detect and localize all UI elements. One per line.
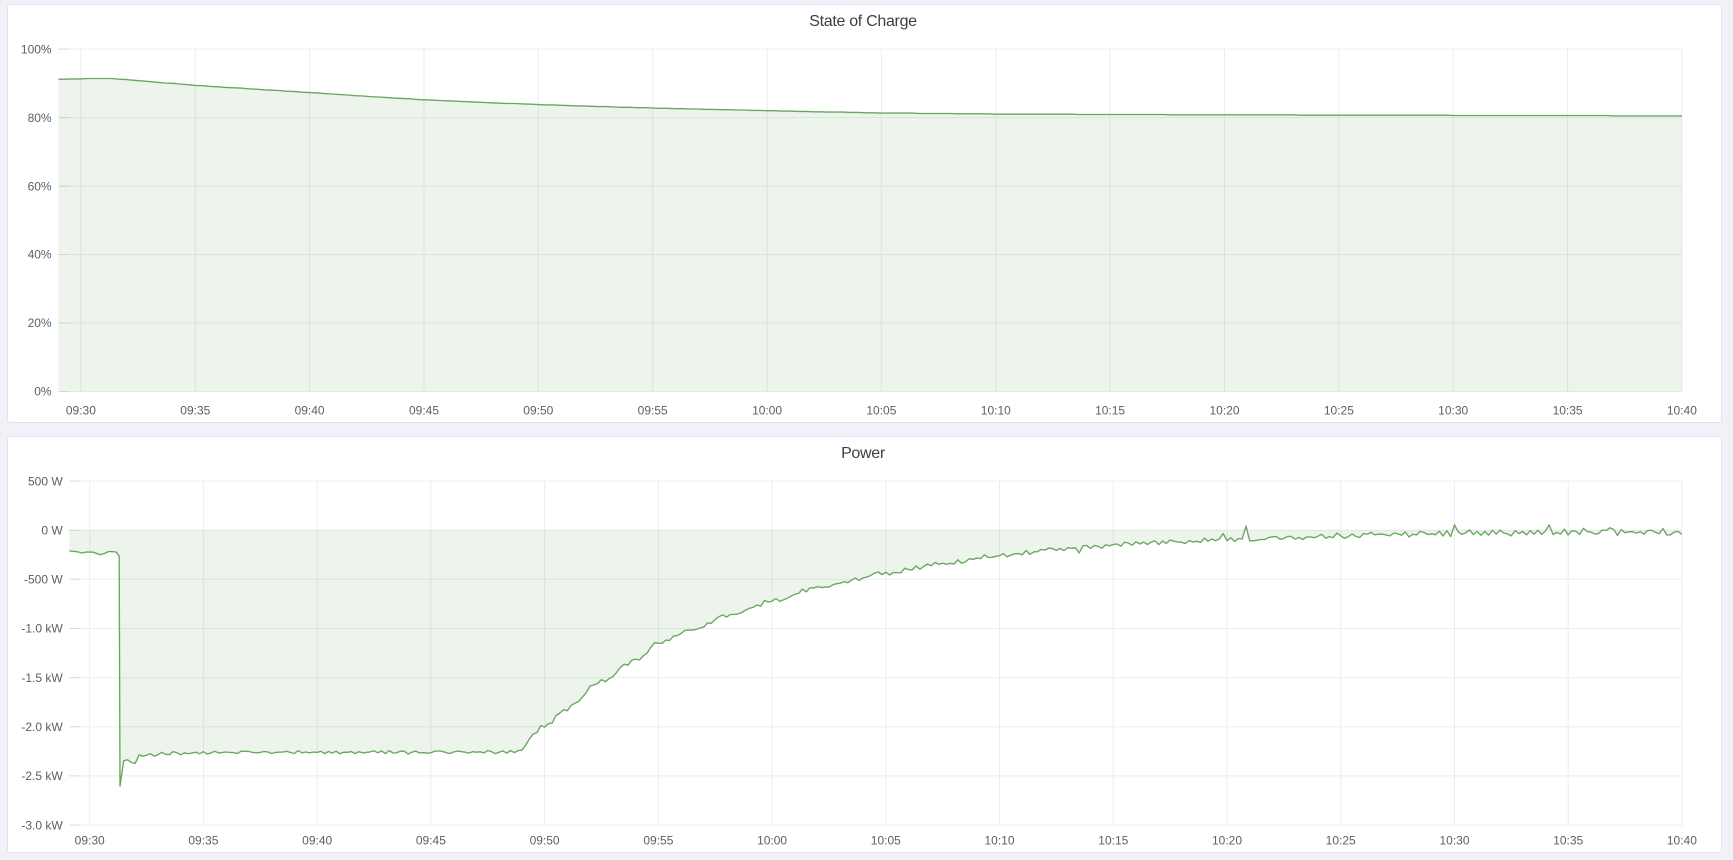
svg-text:10:40: 10:40 xyxy=(1667,833,1697,847)
svg-text:10:00: 10:00 xyxy=(757,833,787,847)
svg-text:09:55: 09:55 xyxy=(638,403,668,417)
svg-text:10:25: 10:25 xyxy=(1326,833,1356,847)
svg-text:09:40: 09:40 xyxy=(295,403,325,417)
svg-text:10:30: 10:30 xyxy=(1438,403,1468,417)
svg-text:10:25: 10:25 xyxy=(1324,403,1354,417)
svg-text:09:50: 09:50 xyxy=(530,833,560,847)
svg-text:60%: 60% xyxy=(28,179,52,193)
svg-text:-500 W: -500 W xyxy=(24,573,63,587)
svg-text:09:45: 09:45 xyxy=(409,403,439,417)
svg-text:09:55: 09:55 xyxy=(643,833,673,847)
svg-text:10:00: 10:00 xyxy=(752,403,782,417)
svg-text:500 W: 500 W xyxy=(28,474,63,488)
svg-text:10:35: 10:35 xyxy=(1553,833,1583,847)
svg-text:09:30: 09:30 xyxy=(75,833,105,847)
svg-text:10:20: 10:20 xyxy=(1212,833,1242,847)
svg-text:09:50: 09:50 xyxy=(523,403,553,417)
svg-text:-3.0 kW: -3.0 kW xyxy=(21,818,63,832)
svg-text:10:40: 10:40 xyxy=(1667,403,1697,417)
svg-text:-2.0 kW: -2.0 kW xyxy=(21,720,63,734)
svg-text:10:15: 10:15 xyxy=(1098,833,1128,847)
svg-text:-1.0 kW: -1.0 kW xyxy=(21,622,63,636)
svg-text:10:05: 10:05 xyxy=(866,403,896,417)
svg-text:20%: 20% xyxy=(28,316,52,330)
svg-text:10:35: 10:35 xyxy=(1553,403,1583,417)
svg-text:10:05: 10:05 xyxy=(871,833,901,847)
svg-text:100%: 100% xyxy=(21,42,52,56)
svg-text:0%: 0% xyxy=(34,385,52,399)
svg-text:09:30: 09:30 xyxy=(66,403,96,417)
svg-text:09:45: 09:45 xyxy=(416,833,446,847)
svg-text:10:30: 10:30 xyxy=(1439,833,1469,847)
svg-text:10:15: 10:15 xyxy=(1095,403,1125,417)
svg-text:40%: 40% xyxy=(28,248,52,262)
svg-text:09:40: 09:40 xyxy=(302,833,332,847)
svg-text:10:20: 10:20 xyxy=(1209,403,1239,417)
svg-text:09:35: 09:35 xyxy=(188,833,218,847)
svg-text:80%: 80% xyxy=(28,111,52,125)
svg-text:-2.5 kW: -2.5 kW xyxy=(21,769,63,783)
svg-text:10:10: 10:10 xyxy=(984,833,1014,847)
svg-text:0 W: 0 W xyxy=(41,523,63,537)
svg-text:09:35: 09:35 xyxy=(180,403,210,417)
svg-text:-1.5 kW: -1.5 kW xyxy=(21,671,63,685)
svg-text:10:10: 10:10 xyxy=(981,403,1011,417)
